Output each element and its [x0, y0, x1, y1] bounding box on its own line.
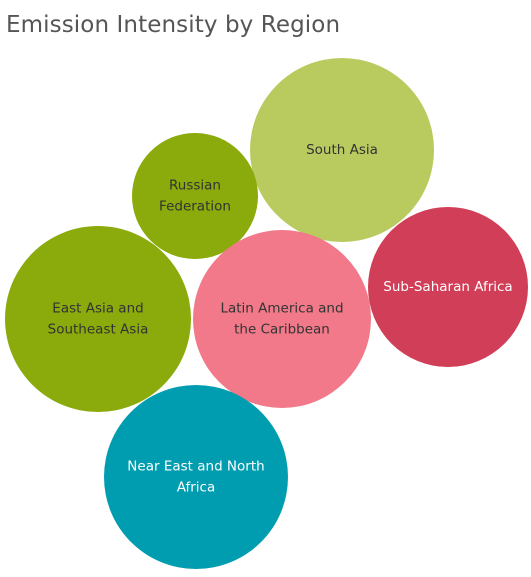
- bubble-label-sub-saharan-africa: Sub-Saharan Africa: [383, 279, 512, 295]
- bubble-russian-federation[interactable]: [132, 133, 258, 259]
- bubbles-layer: South Asia Russian Federation East Asia and…: [5, 58, 528, 569]
- bubble-sub-saharan-africa[interactable]: [368, 207, 528, 367]
- bubble-label-near-east-and-north-africa-line-1: Near East and North: [127, 459, 264, 475]
- bubble-label-east-asia-and-southeast-asia-line-1: East Asia and: [52, 301, 143, 317]
- bubble-near-east-and-north-africa[interactable]: [104, 385, 288, 569]
- bubble-label-near-east-and-north-africa-line-2: Africa: [177, 480, 216, 496]
- bubble-label-latin-america-and-the-caribbean-line-1: Latin America and: [220, 301, 343, 317]
- bubble-label-russian-federation-line-2: Federation: [159, 199, 231, 215]
- bubble-south-asia[interactable]: [250, 58, 434, 242]
- bubble-label-latin-america-and-the-caribbean-line-2: the Caribbean: [234, 322, 330, 338]
- bubble-label-east-asia-and-southeast-asia-line-2: Southeast Asia: [48, 322, 149, 338]
- chart-title: Emission Intensity by Region: [6, 12, 341, 38]
- bubble-label-south-asia: South Asia: [306, 142, 378, 158]
- bubble-label-russian-federation-line-1: Russian: [169, 178, 221, 194]
- bubble-latin-america-and-the-caribbean[interactable]: [193, 230, 371, 408]
- bubble-east-asia-and-southeast-asia[interactable]: [5, 226, 191, 412]
